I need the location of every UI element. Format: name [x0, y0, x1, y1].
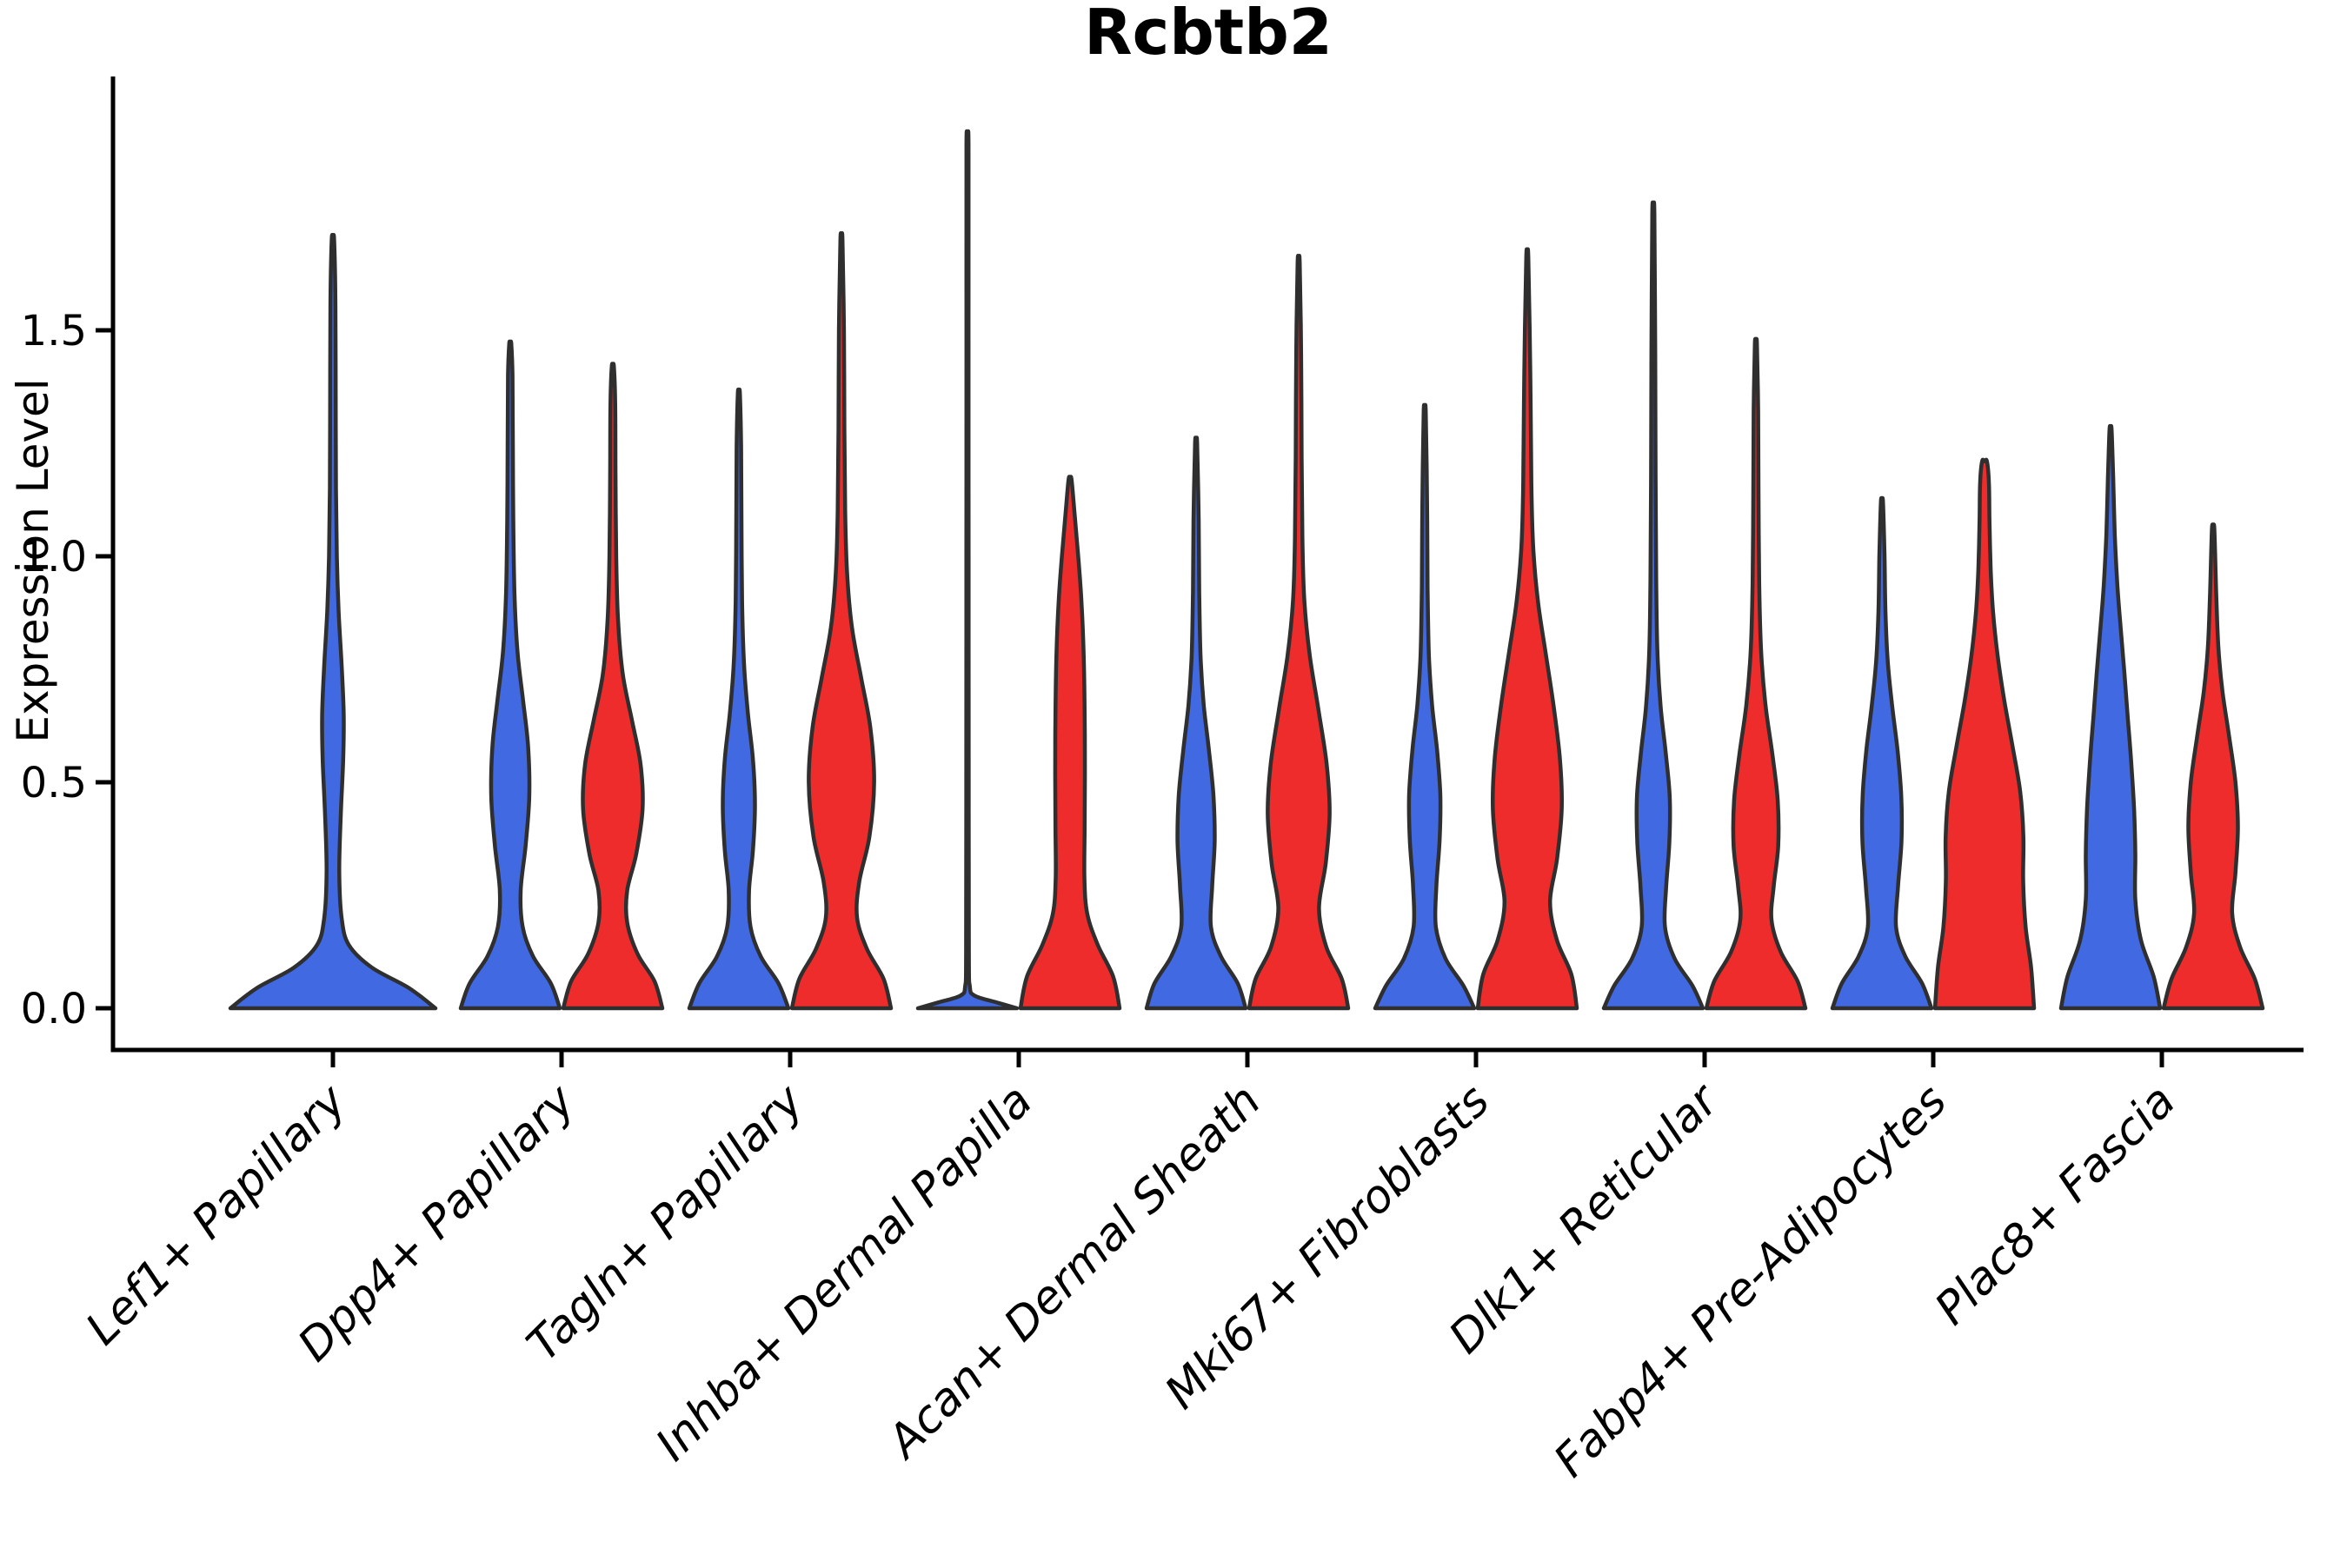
violin-blue-mki67-fibroblasts	[1373, 402, 1477, 1011]
y-axis-label: Expression Level	[8, 378, 58, 742]
violin-blue-fabp4-pre-adipocytes	[1830, 495, 1934, 1011]
x-tick-label: Acan+ Dermal Sheath	[876, 1075, 1271, 1470]
x-tick-label: Inhba+ Dermal Papilla	[646, 1075, 1042, 1472]
violin-blue-inhba-dermal-papilla	[915, 129, 1020, 1011]
violin-red-dlk1-reticular	[1704, 336, 1808, 1011]
x-tick-label: Fabp4+ Pre-Adipocytes	[1545, 1075, 1958, 1488]
violin-blue-dpp4-papillary	[458, 339, 562, 1011]
violin-red-inhba-dermal-papilla	[1018, 475, 1122, 1011]
y-tick-label: 1.0	[21, 533, 87, 581]
violins-layer	[228, 129, 2265, 1011]
chart-title: Rcbtb2	[1084, 0, 1333, 69]
violin-blue-lef1-papillary	[228, 233, 438, 1011]
violin-red-acan-dermal-sheath	[1247, 254, 1351, 1011]
violin-blue-dlk1-reticular	[1601, 200, 1705, 1011]
violin-red-fabp4-pre-adipocytes	[1932, 457, 2037, 1011]
y-tick-label: 1.5	[21, 307, 87, 355]
violin-blue-plac8-fascia	[2058, 423, 2163, 1011]
violin-red-tagln-papillary	[789, 231, 894, 1011]
y-tick-label: 0.0	[21, 985, 87, 1033]
y-tick-label: 0.5	[21, 759, 87, 807]
x-tick-label: Plac8+ Fascia	[1925, 1075, 2185, 1335]
violin-blue-acan-dermal-sheath	[1144, 435, 1248, 1011]
violin-blue-tagln-papillary	[687, 387, 791, 1011]
violin-red-dpp4-papillary	[561, 362, 665, 1011]
violin-red-mki67-fibroblasts	[1475, 247, 1579, 1011]
violin-red-plac8-fascia	[2161, 522, 2265, 1011]
